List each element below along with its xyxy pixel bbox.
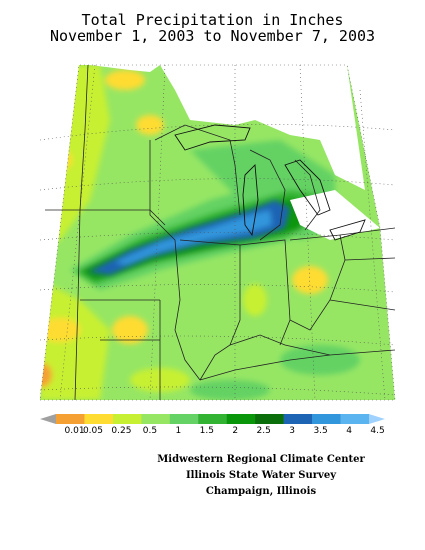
legend-swatch xyxy=(283,414,313,424)
legend-tick-label: 0.05 xyxy=(82,426,104,436)
map-title-line-1: Total Precipitation in Inches xyxy=(81,11,344,29)
state-boundaries xyxy=(45,64,396,401)
legend-tick-label: 3.5 xyxy=(313,426,328,436)
legend-swatch xyxy=(312,414,341,424)
map-title-line-2: November 1, 2003 to November 7, 2003 xyxy=(49,27,376,45)
legend-tick-label: 4.5 xyxy=(370,426,385,436)
credit-agency: Illinois State Water Survey xyxy=(185,470,337,481)
legend-tick-label: 0.5 xyxy=(142,426,158,436)
great-lakes xyxy=(174,124,366,241)
legend-swatch xyxy=(141,414,171,424)
legend-swatch xyxy=(255,414,284,424)
legend-tick-label: 4 xyxy=(346,426,352,436)
legend-tick-label: 2.5 xyxy=(256,426,271,436)
legend-tick-label: 0.01 xyxy=(64,426,85,436)
legend-swatch xyxy=(112,414,142,424)
legend-tick-label: 3 xyxy=(289,426,296,436)
legend-tick-label: 1 xyxy=(175,426,182,436)
legend-swatch-above xyxy=(369,414,385,424)
legend-swatch xyxy=(56,414,85,424)
legend-color-bar xyxy=(40,414,385,424)
legend-swatch xyxy=(340,414,370,424)
credit-organization: Midwestern Regional Climate Center xyxy=(157,454,365,465)
legend-tick-label: 1.5 xyxy=(199,426,214,436)
legend-tick-label: 0.25 xyxy=(111,426,132,436)
graticule xyxy=(39,64,396,401)
legend-swatch xyxy=(169,414,199,424)
legend-swatch xyxy=(226,414,256,424)
credit-location: Champaign, Illinois xyxy=(205,486,317,497)
legend-tick-label: 2 xyxy=(232,426,239,436)
legend-swatch xyxy=(198,414,228,424)
legend-swatch xyxy=(84,414,114,424)
legend-swatch-below xyxy=(40,414,56,424)
precipitation-field xyxy=(40,65,395,400)
